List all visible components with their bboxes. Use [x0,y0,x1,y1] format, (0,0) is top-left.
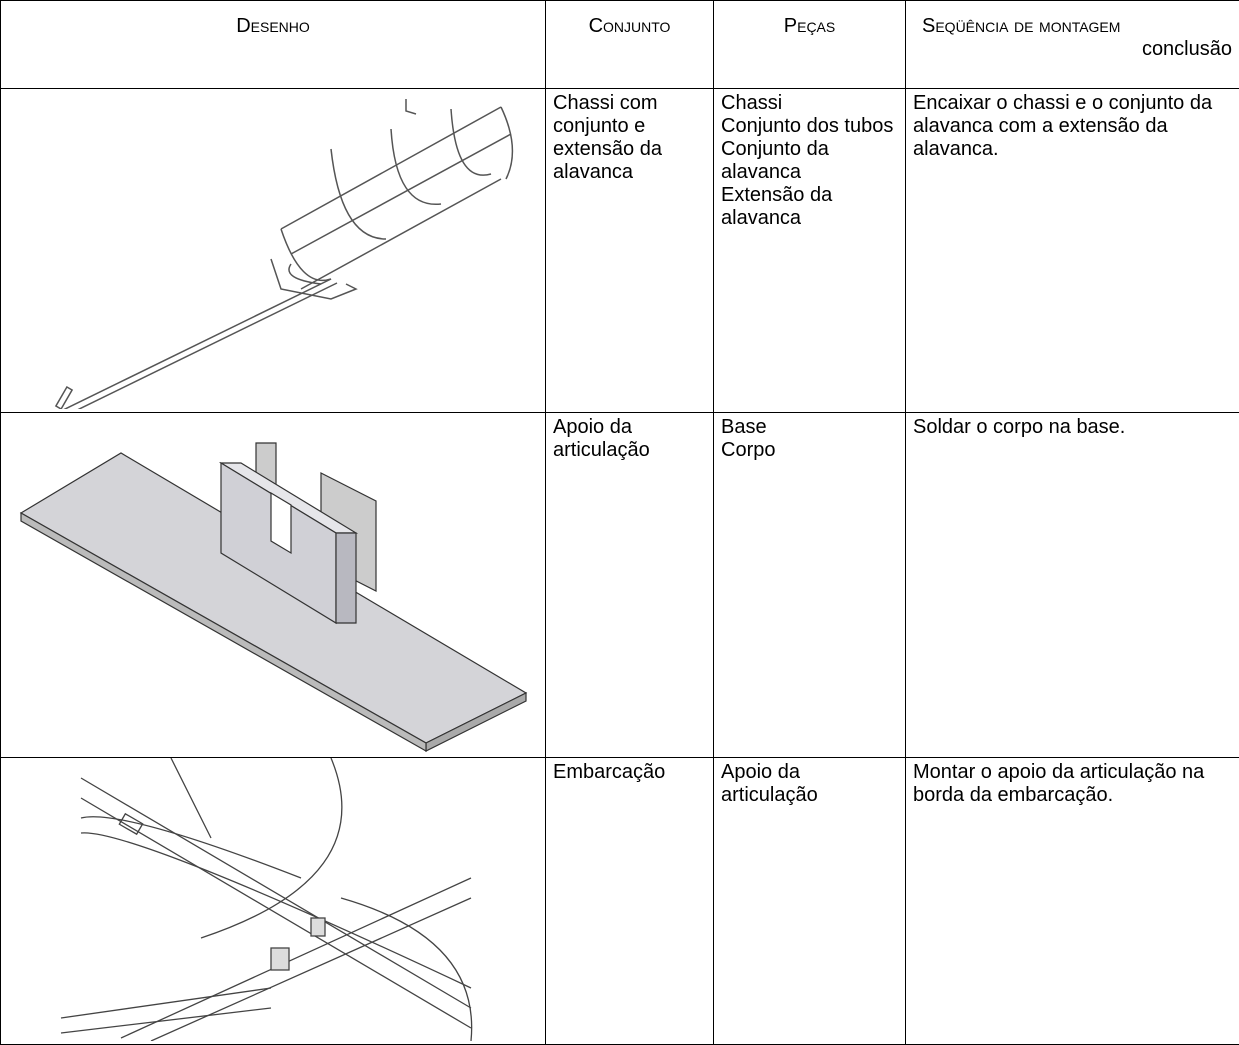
sequence-cell: Encaixar o chassi e o conjunto da alavan… [906,89,1239,413]
assembly-cell: Chassi com conjunto e extensão da alavan… [546,89,714,413]
assembly-cell: Embarcação [546,758,714,1045]
part: Base [721,416,898,439]
part: Conjunto da alavanca [721,138,898,184]
header-cell: Peças [714,1,906,89]
part: Chassi [721,92,898,115]
support-drawing [1,413,546,753]
drawing-cell [1,758,546,1045]
header-note: conclusão [922,38,1232,61]
boat-drawing [1,758,546,1041]
assembly-cell: Apoio da articulação [546,413,714,758]
row: Embarcação Apoio da articulação Montar o… [1,758,1239,1045]
drawing-cell [1,89,546,413]
drawing-cell [1,413,546,758]
header-cell: Conjunto [546,1,714,89]
sequence-cell: Soldar o corpo na base. [906,413,1239,758]
part: Corpo [721,439,898,462]
sequence-cell: Montar o apoio da articulação na borda d… [906,758,1239,1045]
part: Extensão da alavanca [721,184,898,230]
part: Conjunto dos tubos [721,115,898,138]
parts-cell: Apoio da articulação [714,758,906,1045]
header-text: Seqüência de montagem [922,15,1120,37]
header-cell: Desenho [1,1,546,89]
chassis-drawing [1,89,546,409]
row: Chassi com conjunto e extensão da alavan… [1,89,1239,413]
header-row: Desenho Conjunto Peças Seqüência de mont… [1,1,1239,89]
part: Apoio da articulação [721,761,898,807]
